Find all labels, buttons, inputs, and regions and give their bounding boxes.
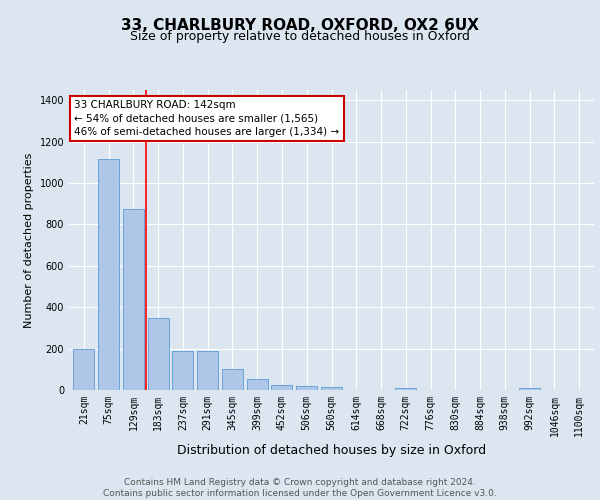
Bar — [98, 159, 119, 390]
Bar — [296, 386, 317, 390]
Bar — [73, 349, 94, 390]
Y-axis label: Number of detached properties: Number of detached properties — [24, 152, 34, 328]
X-axis label: Distribution of detached houses by size in Oxford: Distribution of detached houses by size … — [177, 444, 486, 458]
Bar — [321, 387, 342, 390]
Text: 33, CHARLBURY ROAD, OXFORD, OX2 6UX: 33, CHARLBURY ROAD, OXFORD, OX2 6UX — [121, 18, 479, 32]
Bar — [148, 318, 169, 390]
Text: 33 CHARLBURY ROAD: 142sqm
← 54% of detached houses are smaller (1,565)
46% of se: 33 CHARLBURY ROAD: 142sqm ← 54% of detac… — [74, 100, 340, 137]
Text: Size of property relative to detached houses in Oxford: Size of property relative to detached ho… — [130, 30, 470, 43]
Text: Contains HM Land Registry data © Crown copyright and database right 2024.
Contai: Contains HM Land Registry data © Crown c… — [103, 478, 497, 498]
Bar — [271, 386, 292, 390]
Bar — [395, 388, 416, 390]
Bar — [123, 209, 144, 390]
Bar — [172, 351, 193, 390]
Bar — [222, 370, 243, 390]
Bar — [519, 388, 540, 390]
Bar — [197, 350, 218, 390]
Bar — [247, 379, 268, 390]
